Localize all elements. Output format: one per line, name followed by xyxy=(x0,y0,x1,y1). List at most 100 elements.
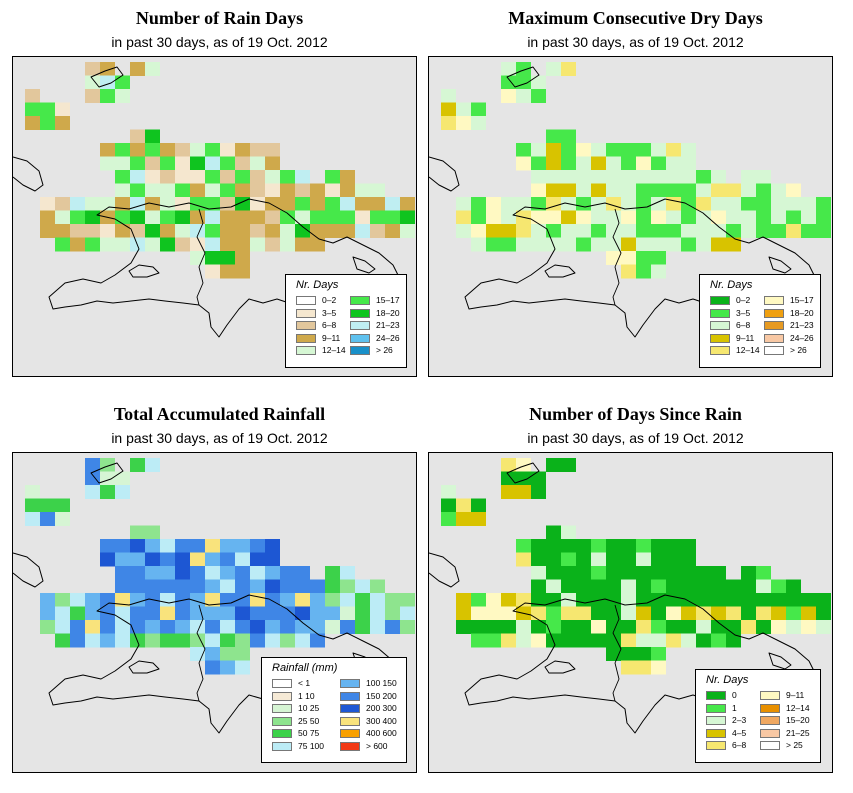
grid-cell xyxy=(501,62,516,76)
grid-cell xyxy=(531,75,546,90)
grid-cell xyxy=(310,183,325,198)
grid-cell xyxy=(591,566,606,580)
grid-cell xyxy=(130,183,145,198)
grid-cell xyxy=(100,237,115,252)
grid-cell xyxy=(726,224,741,238)
coastline xyxy=(352,256,376,274)
grid-cell xyxy=(636,251,651,265)
grid-cell xyxy=(456,620,471,634)
grid-cell xyxy=(711,620,726,634)
grid-cell xyxy=(235,660,250,675)
since-rain-map xyxy=(429,458,831,734)
grid-cell xyxy=(516,89,531,103)
legend-label: 9–11 xyxy=(786,690,805,700)
grid-cell xyxy=(85,633,100,648)
legend-swatch xyxy=(764,333,784,343)
grid-cell xyxy=(606,143,621,157)
grid-cell xyxy=(265,620,280,634)
grid-cell xyxy=(486,197,501,211)
grid-cell xyxy=(576,593,591,607)
panel-title: Number of Days Since Rain xyxy=(529,404,742,424)
grid-cell xyxy=(85,237,100,252)
grid-cell xyxy=(441,485,456,499)
legend-title: Nr. Days xyxy=(710,279,753,291)
grid-cell xyxy=(516,156,531,171)
grid-cell xyxy=(711,593,726,607)
coastline xyxy=(13,156,44,192)
grid-cell xyxy=(340,183,355,198)
grid-cell xyxy=(561,566,576,580)
grid-cell xyxy=(250,170,265,184)
grid-cell xyxy=(205,197,220,211)
grid-cell xyxy=(531,566,546,580)
grid-cell xyxy=(235,210,250,225)
grid-cell xyxy=(606,156,621,171)
grid-cell xyxy=(370,210,385,225)
grid-cell xyxy=(145,458,160,472)
grid-cell xyxy=(711,579,726,594)
grid-cell xyxy=(355,183,370,198)
grid-cell xyxy=(265,633,280,648)
grid-cell xyxy=(636,210,651,225)
legend-swatch xyxy=(706,703,726,713)
grid-cell xyxy=(250,552,265,567)
grid-cell xyxy=(250,606,265,621)
grid-cell xyxy=(190,552,205,567)
legend-item: 3–5 xyxy=(296,308,366,319)
grid-cell xyxy=(561,458,576,472)
grid-cell xyxy=(175,566,190,580)
map-frame: Nr. Days 0 1 2–3 4–5 6–8 9–11 12–14 15–20 21–25 >… xyxy=(428,452,833,773)
grid-cell xyxy=(220,593,235,607)
legend-item: 21–23 xyxy=(764,320,832,331)
grid-cell xyxy=(546,224,561,238)
grid-cell xyxy=(70,224,85,238)
grid-cell xyxy=(681,566,696,580)
grid-cell xyxy=(636,647,651,661)
grid-cell xyxy=(501,606,516,621)
grid-cell xyxy=(801,593,816,607)
legend-label: 10 25 xyxy=(298,703,320,713)
grid-cell xyxy=(205,143,220,157)
legend-label: 15–20 xyxy=(786,715,810,725)
grid-cell xyxy=(190,197,205,211)
grid-cell xyxy=(55,237,70,252)
grid-cell xyxy=(55,633,70,648)
grid-cell xyxy=(486,593,501,607)
grid-cell xyxy=(340,566,355,580)
grid-cell xyxy=(145,566,160,580)
grid-cell xyxy=(591,579,606,594)
legend-label: > 600 xyxy=(366,740,388,751)
grid-cell xyxy=(576,156,591,171)
grid-cell xyxy=(651,264,666,279)
legend-item: 150 200 xyxy=(340,691,410,702)
grid-cell xyxy=(816,606,831,621)
grid-cell xyxy=(741,606,756,621)
grid-cell xyxy=(756,566,771,580)
grid-cell xyxy=(235,633,250,648)
grid-cell xyxy=(681,633,696,648)
grid-cell xyxy=(400,606,415,621)
grid-cell xyxy=(561,579,576,594)
grid-cell xyxy=(85,458,100,472)
grid-cell xyxy=(741,183,756,198)
grid-cell xyxy=(250,566,265,580)
grid-cell xyxy=(471,224,486,238)
grid-cell xyxy=(100,471,115,486)
grid-cell xyxy=(40,197,55,211)
grid-cell xyxy=(606,633,621,648)
legend-item: > 25 xyxy=(760,740,830,751)
grid-cell xyxy=(355,579,370,594)
grid-cell xyxy=(726,197,741,211)
legend-swatch xyxy=(706,691,726,700)
grid-cell xyxy=(310,606,325,621)
grid-cell xyxy=(295,620,310,634)
grid-cell xyxy=(295,210,310,225)
grid-cell xyxy=(100,156,115,171)
grid-cell xyxy=(621,224,636,238)
grid-cell xyxy=(756,593,771,607)
grid-cell xyxy=(711,633,726,648)
grid-cell xyxy=(250,620,265,634)
grid-cell xyxy=(651,170,666,184)
grid-cell xyxy=(726,633,741,648)
grid-cell xyxy=(726,237,741,252)
